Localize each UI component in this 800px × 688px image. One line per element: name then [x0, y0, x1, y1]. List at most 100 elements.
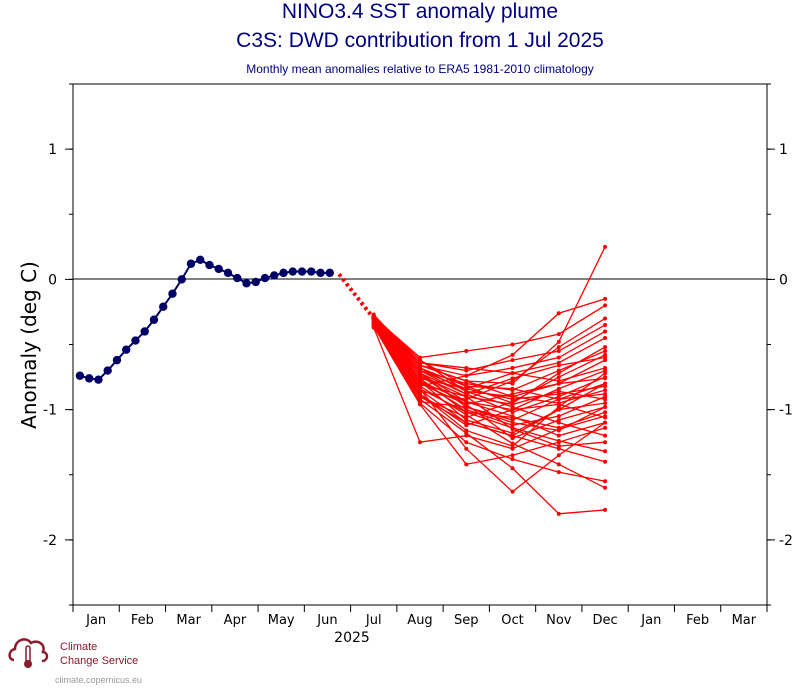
- forecast-point: [603, 415, 608, 420]
- observed-point: [140, 327, 149, 336]
- forecast-point: [464, 373, 469, 378]
- forecast-point: [464, 462, 469, 467]
- forecast-point: [556, 397, 561, 402]
- x-tick-label: Sep: [454, 613, 479, 628]
- forecast-point: [603, 405, 608, 410]
- forecast-point: [603, 371, 608, 376]
- forecast-point: [418, 368, 422, 373]
- forecast-point: [510, 365, 515, 370]
- observed-point: [177, 275, 186, 284]
- forecast-point: [556, 428, 561, 433]
- forecast-point: [603, 303, 608, 308]
- forecast-point: [556, 444, 561, 449]
- forecast-point: [510, 420, 515, 425]
- observed-point: [307, 267, 316, 276]
- forecast-point: [603, 244, 608, 249]
- forecast-point: [464, 440, 469, 445]
- forecast-point: [556, 418, 561, 423]
- transition-dashes: [337, 272, 376, 320]
- logo-url: climate.copernicus.eu: [55, 675, 143, 685]
- forecast-point: [556, 402, 561, 407]
- forecast-point: [464, 378, 469, 383]
- forecast-point: [510, 489, 515, 494]
- observed-point: [159, 302, 168, 311]
- forecast-point: [603, 507, 608, 512]
- y-axis-label: Anomaly (deg C): [17, 261, 41, 429]
- observed-point: [270, 271, 279, 280]
- observed-point: [242, 279, 251, 288]
- observed-point: [223, 268, 233, 278]
- forecast-point: [556, 349, 561, 354]
- forecast-point: [603, 425, 608, 430]
- forecast-point: [556, 381, 561, 386]
- transition-line: [337, 272, 376, 320]
- forecast-member-line: [373, 319, 606, 440]
- c3s-logo: [6, 630, 50, 674]
- x-tick-label: Jul: [365, 613, 382, 628]
- observed-point: [94, 375, 103, 384]
- forecast-point: [603, 440, 608, 445]
- forecast-point: [556, 438, 561, 443]
- observed-point: [103, 366, 112, 375]
- forecast-point: [603, 388, 608, 393]
- forecast-point: [603, 335, 608, 340]
- forecast-point: [510, 415, 515, 420]
- forecast-point: [556, 368, 561, 373]
- forecast-point: [418, 378, 422, 383]
- forecast-point: [464, 433, 469, 438]
- x-tick-label: Feb: [686, 613, 709, 628]
- x-tick-label: Aug: [407, 613, 432, 628]
- observed-point: [325, 268, 334, 278]
- forecast-point: [556, 391, 561, 396]
- x-tick-label: Jan: [640, 613, 661, 628]
- forecast-point: [464, 365, 469, 370]
- forecast-point: [603, 345, 608, 350]
- forecast-point: [418, 440, 422, 445]
- forecast-member-line: [373, 324, 606, 515]
- forecast-point: [510, 371, 515, 376]
- observed-point: [316, 268, 325, 278]
- x-tick-label: Mar: [732, 613, 757, 628]
- forecast-point: [464, 399, 469, 404]
- forecast-point: [603, 485, 608, 490]
- x-tick-label: Oct: [501, 613, 523, 628]
- forecast-point: [510, 358, 515, 363]
- forecast-point: [510, 386, 515, 391]
- forecast-point: [603, 322, 608, 327]
- forecast-point: [603, 433, 608, 438]
- chart-caption: Monthly mean anomalies relative to ERA5 …: [246, 62, 594, 76]
- forecast-point: [603, 349, 608, 354]
- forecast-point: [556, 511, 561, 516]
- forecast-point: [556, 433, 561, 438]
- forecast-point: [603, 355, 608, 360]
- thermometer-cloud-icon: [8, 638, 49, 668]
- forecast-member-line: [373, 318, 606, 400]
- forecast-point: [556, 345, 561, 350]
- observed-point: [168, 289, 177, 298]
- forecast-member-line: [373, 323, 606, 437]
- forecast-point: [371, 324, 376, 329]
- forecast-point: [603, 365, 608, 370]
- x-tick-label: Jan: [85, 613, 106, 628]
- observed-point: [75, 371, 85, 380]
- forecast-point: [464, 405, 469, 410]
- forecast-point: [418, 394, 422, 399]
- observed-point: [122, 345, 131, 354]
- forecast-point: [603, 376, 608, 381]
- forecast-member-line: [373, 324, 606, 447]
- forecast-point: [510, 433, 515, 438]
- x-axis-year-label: 2025: [334, 630, 370, 646]
- forecast-point: [556, 462, 561, 467]
- observed-point: [112, 355, 122, 365]
- forecast-point: [418, 399, 422, 404]
- forecast-member-line: [373, 317, 606, 400]
- observed-point: [288, 267, 297, 276]
- forecast-members: [371, 244, 608, 516]
- forecast-point: [510, 425, 515, 430]
- logo-line-1: Climate: [60, 641, 98, 653]
- forecast-point: [556, 375, 561, 380]
- observed-point: [214, 264, 223, 274]
- forecast-point: [464, 349, 469, 354]
- observed-point: [279, 268, 288, 278]
